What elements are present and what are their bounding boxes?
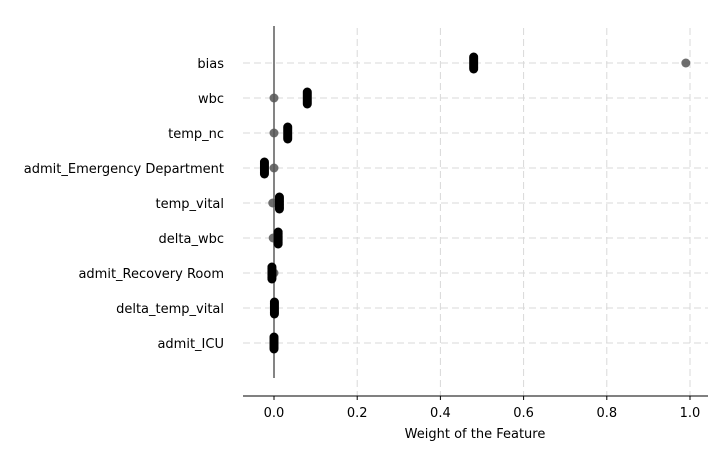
x-tick-label: 1.0 [680,406,701,421]
category-label: admit_ICU [157,337,224,352]
cluster-point [259,169,269,179]
outlier-point [269,163,279,173]
category-label: delta_wbc [159,232,224,247]
cluster-point [302,99,312,109]
x-tick-label: 0.2 [347,406,368,421]
category-label: admit_Emergency Department [24,162,224,177]
cluster-point [469,64,479,74]
x-tick-label: 0.0 [264,406,285,421]
cluster-point [273,239,283,249]
outlier-point [269,128,279,138]
category-label: bias [197,57,224,72]
cluster-point [269,344,279,354]
category-label: admit_Recovery Room [78,267,224,282]
category-label-layer: bias wbc temp_nc admit_Emergency Department… [24,57,224,352]
outlier-point [681,58,691,68]
x-axis-label: Weight of the Feature [405,427,546,442]
x-tick-label: 0.4 [430,406,451,421]
cluster-point [274,204,284,214]
grid-layer [243,28,708,396]
category-label: temp_vital [156,197,225,212]
x-tick-label: 0.6 [513,406,534,421]
cluster-point [283,134,293,144]
category-label: delta_temp_vital [116,302,224,317]
category-label: wbc [198,92,224,107]
outlier-point [269,93,279,103]
x-tick-layer: 0.0 0.2 0.4 0.6 0.8 1.0 [264,396,701,421]
points-layer [259,52,691,354]
category-label: temp_nc [168,127,224,142]
cluster-point [269,309,279,319]
x-tick-label: 0.8 [596,406,617,421]
cluster-point [267,274,277,284]
